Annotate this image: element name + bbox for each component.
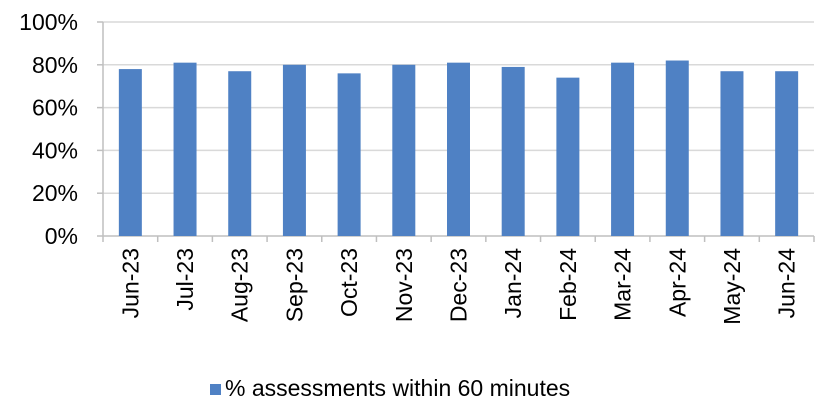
bar-may-24 — [720, 71, 744, 236]
x-tick-label: Jul-23 — [172, 248, 198, 311]
x-tick-label: Jan-24 — [500, 248, 526, 319]
x-tick-label: Jun-24 — [774, 248, 800, 319]
y-tick-labels: 0% 20% 40% 60% 80% 100% — [19, 9, 78, 249]
y-tick-label: 80% — [32, 52, 78, 78]
bar-jan-24 — [501, 66, 525, 236]
y-tick-label: 60% — [32, 95, 78, 121]
bar-jul-23 — [173, 62, 197, 236]
x-tick-label: Mar-24 — [610, 248, 636, 321]
bar-feb-24 — [556, 77, 580, 236]
x-tick-label: Dec-23 — [446, 248, 472, 322]
legend-label: % assessments within 60 minutes — [225, 375, 570, 401]
bar-sep-23 — [282, 64, 306, 236]
x-tick-label: Apr-24 — [664, 248, 690, 317]
y-tick-label: 100% — [19, 9, 78, 35]
x-tick-label: May-24 — [719, 248, 745, 325]
x-tick-label: Sep-23 — [281, 248, 307, 322]
x-tick-label: Feb-24 — [555, 248, 581, 321]
x-tick-labels: Jun-23 Jul-23 Aug-23 Sep-23 Oct-23 Nov-23 Dec-… — [117, 248, 799, 325]
y-tick-label: 0% — [45, 223, 78, 249]
bar-jun-23 — [118, 69, 142, 236]
bar-apr-24 — [665, 60, 689, 236]
legend: % assessments within 60 minutes — [210, 375, 570, 401]
y-tick-label: 20% — [32, 180, 78, 206]
bar-oct-23 — [337, 73, 361, 236]
bar-mar-24 — [611, 62, 635, 236]
x-tick-label: Oct-23 — [336, 248, 362, 317]
bar-jun-24 — [775, 71, 799, 236]
x-tick-label: Jun-23 — [117, 248, 143, 318]
bar-dec-23 — [447, 62, 470, 236]
bars — [118, 60, 799, 236]
x-tick-label: Nov-23 — [391, 248, 417, 322]
bar-nov-23 — [392, 64, 416, 236]
y-tick-label: 40% — [32, 137, 78, 163]
x-tick-label: Aug-23 — [227, 248, 253, 322]
bar-aug-23 — [228, 71, 252, 236]
legend-swatch — [210, 384, 221, 395]
